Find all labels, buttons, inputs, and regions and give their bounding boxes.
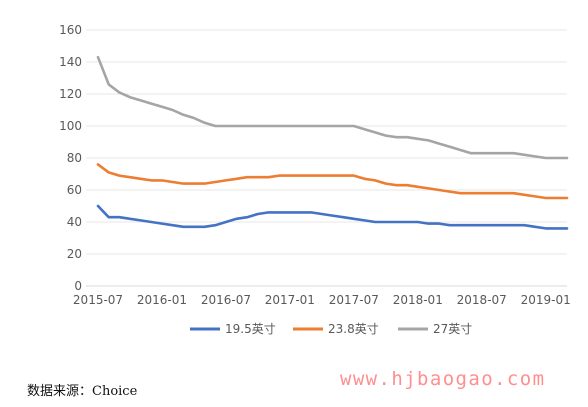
legend: 19.5英寸 23.8英寸 27英寸 <box>190 322 472 336</box>
series-line <box>96 163 569 200</box>
x-tick-label: 2017-07 <box>329 293 379 307</box>
y-tick-label: 40 <box>67 215 82 229</box>
x-tick-label: 2015-07 <box>73 293 123 307</box>
x-tick-label: 2017-01 <box>265 293 315 307</box>
x-tick-label: 2019-01 <box>521 293 571 307</box>
x-tick-label: 2018-07 <box>457 293 507 307</box>
x-tick-label: 2016-07 <box>201 293 251 307</box>
y-tick-label: 60 <box>67 183 82 197</box>
y-tick-label: 100 <box>59 119 82 133</box>
y-tick-label: 140 <box>59 55 82 69</box>
gridlines <box>86 29 567 287</box>
y-tick-label: 20 <box>67 247 82 261</box>
y-tick-label: 80 <box>67 151 82 165</box>
data-source-note: 数据来源：Choice <box>27 384 138 399</box>
watermark: www.hjbaogao.com <box>340 368 546 390</box>
series-lines <box>96 55 569 230</box>
line-chart: 0 20 40 60 80 100 120 140 160 2015-07 2016-01 2016… <box>59 23 571 336</box>
series-line <box>96 204 569 230</box>
y-axis-ticks: 0 20 40 60 80 100 120 140 160 <box>59 23 82 293</box>
y-tick-label: 0 <box>74 279 82 293</box>
x-axis-ticks: 2015-07 2016-01 2016-07 2017-01 2017-07 2018-… <box>73 293 571 307</box>
legend-label: 27英寸 <box>433 322 472 336</box>
y-tick-label: 160 <box>59 23 82 37</box>
x-tick-label: 2018-01 <box>393 293 443 307</box>
y-tick-label: 120 <box>59 87 82 101</box>
legend-label: 23.8英寸 <box>328 322 379 336</box>
series-line <box>96 55 569 160</box>
x-tick-label: 2016-01 <box>137 293 187 307</box>
legend-label: 19.5英寸 <box>225 322 276 336</box>
